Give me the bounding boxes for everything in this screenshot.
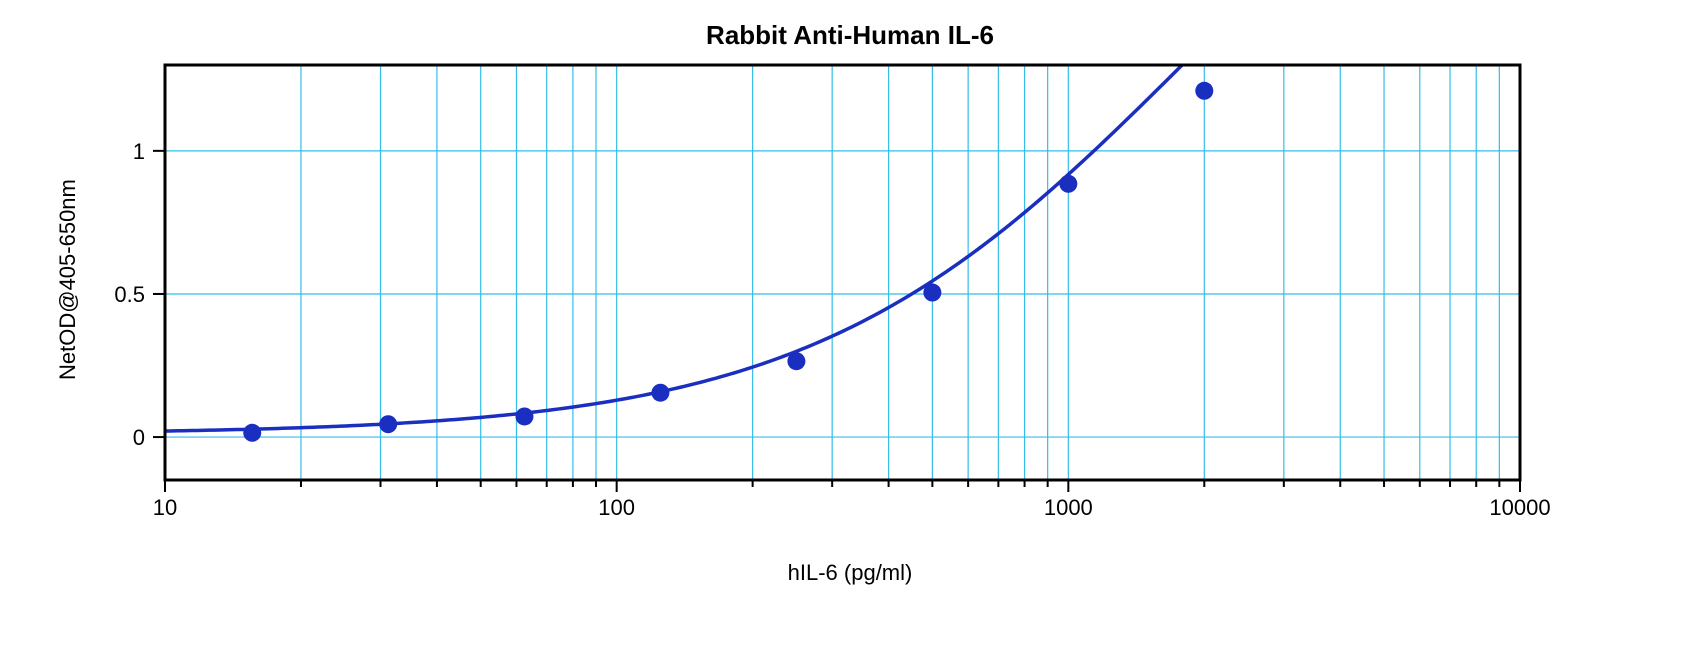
data-point <box>243 424 261 442</box>
plot-border <box>165 65 1520 480</box>
data-point <box>515 407 533 425</box>
data-point <box>379 415 397 433</box>
data-point <box>923 284 941 302</box>
x-tick-label: 10000 <box>1489 495 1550 520</box>
data-point <box>651 384 669 402</box>
y-tick-label: 0.5 <box>114 282 145 307</box>
chart-container: Rabbit Anti-Human IL-6 NetOD@405-650nm h… <box>0 0 1700 645</box>
chart-svg: 10 100 1000 10000 0 0.5 1 <box>0 0 1700 645</box>
y-tick-label: 0 <box>133 425 145 450</box>
y-tick-label: 1 <box>133 139 145 164</box>
x-tick-label: 10 <box>153 495 177 520</box>
chart-title: Rabbit Anti-Human IL-6 <box>0 20 1700 51</box>
data-point <box>787 352 805 370</box>
x-tick-label: 100 <box>598 495 635 520</box>
y-axis-label: NetOD@405-650nm <box>55 179 81 380</box>
x-tick-label: 1000 <box>1044 495 1093 520</box>
x-axis-label: hIL-6 (pg/ml) <box>0 560 1700 586</box>
data-point <box>1195 82 1213 100</box>
data-point <box>1059 175 1077 193</box>
